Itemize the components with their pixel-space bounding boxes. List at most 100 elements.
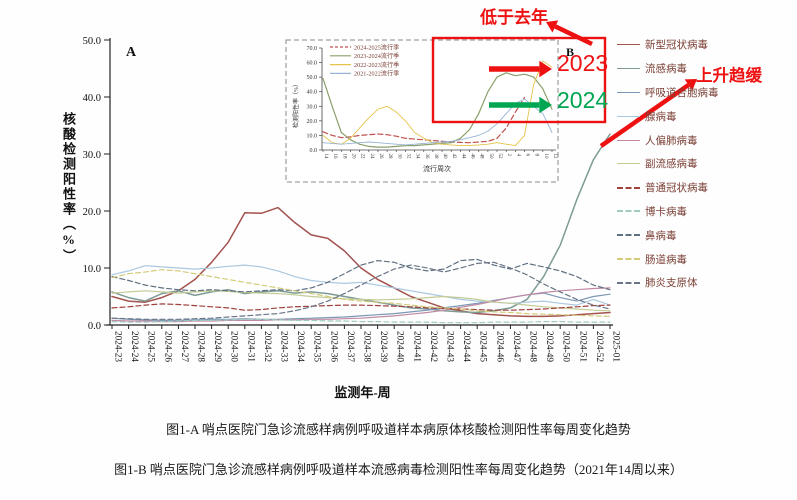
- main-y-tick-label: 0.0: [88, 321, 101, 332]
- series-line-9: [111, 269, 611, 317]
- inset-y-tick-label: 10.0: [307, 133, 318, 139]
- main-x-tick-label: 2024-51: [577, 331, 587, 362]
- legend-item: 博卡病毒: [617, 200, 795, 224]
- legend-label: 副流感病毒: [645, 159, 698, 171]
- series-line-10: [111, 261, 611, 320]
- inset-legend-label: 2021-2022流行季: [354, 70, 399, 78]
- main-x-tick-label: 2024-29: [212, 331, 222, 362]
- series-line-0: [322, 96, 526, 144]
- main-x-tick-label: 2024-34: [295, 331, 305, 362]
- legend-item: 腺病毒: [617, 104, 795, 128]
- inset-y-tick-label: 40.0: [307, 90, 318, 96]
- legend-swatch: [617, 258, 640, 261]
- inset-x-tick-label: 8: [534, 154, 539, 157]
- main-x-tick-label: 2024-25: [146, 331, 156, 362]
- main-x-tick-label: 2024-31: [245, 331, 255, 362]
- legend-item: 副流感病毒: [617, 152, 795, 176]
- main-y-tick-label: 40.0: [83, 93, 101, 104]
- legend-label: 肺炎支原体: [645, 278, 698, 290]
- legend-label: 博卡病毒: [645, 206, 687, 218]
- main-x-tick-label: 2024-32: [262, 331, 272, 362]
- arrow-rise-slowing-icon: [599, 83, 690, 148]
- series-line-8: [111, 258, 611, 293]
- main-x-tick-label: 2024-50: [561, 331, 571, 362]
- main-x-tick-label: 2024-24: [129, 331, 139, 362]
- legend-label: 人偏肺病毒: [645, 135, 698, 147]
- annotation-2024: 2024: [557, 87, 609, 113]
- inset-y-tick-label: 50.0: [307, 75, 318, 81]
- legend-item: 人偏肺病毒: [617, 128, 795, 152]
- inset-x-tick-label: 48: [479, 154, 484, 160]
- inset-x-tick-label: 14: [323, 154, 328, 160]
- legend-label: 腺病毒: [645, 111, 677, 123]
- legend-swatch: [617, 186, 640, 189]
- legend-swatch: [617, 281, 640, 284]
- legend-item: 新型冠状病毒: [617, 33, 795, 57]
- highlight-rectangle: [431, 36, 607, 124]
- legend-swatch: [617, 68, 640, 70]
- inset-x-tick-label: 46: [470, 154, 475, 160]
- inset-x-tick-label: 20: [350, 154, 355, 160]
- legend-item: 流感病毒: [617, 57, 795, 81]
- inset-x-tick-label: 10: [543, 154, 548, 160]
- inset-x-tick-label: 36: [424, 154, 429, 160]
- main-y-tick-label: 50.0: [83, 36, 101, 47]
- inset-legend-label: 2023-2024流行季: [354, 52, 399, 60]
- main-x-tick-label: 2024-35: [312, 331, 322, 362]
- main-x-tick-label: 2024-42: [428, 331, 438, 362]
- legend-label: 新型冠状病毒: [645, 40, 708, 52]
- main-x-tick-label: 2024-46: [494, 331, 504, 362]
- inset-x-tick-label: 18: [341, 154, 346, 160]
- legend-swatch: [617, 210, 640, 213]
- main-x-axis-title: 监测年-周: [334, 385, 391, 400]
- main-x-tick-label: 2024-26: [162, 331, 172, 362]
- main-x-tick-label: 2024-27: [179, 331, 189, 362]
- legend-label: 肠道病毒: [645, 254, 687, 266]
- main-x-tick-label: 2024-38: [362, 331, 372, 362]
- main-x-tick-label: 2024-36: [328, 331, 338, 362]
- inset-x-tick-label: 4: [515, 154, 520, 157]
- panel-b-label: B: [566, 45, 575, 59]
- main-x-tick-label: 2024-37: [345, 331, 355, 362]
- inset-y-tick-label: 70.0: [307, 46, 318, 52]
- legend-item: 肺炎支原体: [617, 271, 795, 295]
- main-x-tick-label: 2024-49: [544, 331, 554, 362]
- annotation-below-last-year: 低于去年: [480, 8, 548, 27]
- inset-x-tick-label: 50: [488, 154, 493, 160]
- legend-label: 鼻病毒: [645, 230, 677, 242]
- main-x-tick-label: 2024-47: [511, 331, 521, 362]
- main-x-tick-label: 2024-44: [461, 331, 471, 362]
- legend-swatch: [617, 234, 640, 237]
- inset-x-tick-label: 24: [369, 154, 374, 160]
- inset-x-tick-label: 28: [387, 154, 392, 160]
- main-x-tick-label: 2024-41: [411, 331, 421, 362]
- inset-x-tick-label: 32: [405, 154, 410, 160]
- annotation-rise-slowing: 上升趋缓: [696, 67, 762, 85]
- main-x-tick-label: 2024-45: [478, 331, 488, 362]
- legend-swatch: [617, 115, 640, 117]
- inset-x-tick-label: 42: [451, 154, 456, 160]
- legend-swatch: [617, 139, 640, 141]
- inset-border: [285, 39, 559, 183]
- annotation-2023: 2023: [557, 50, 609, 76]
- inset-y-axis-label: 检测阳性率（%）: [292, 81, 300, 128]
- legend-swatch: [617, 44, 640, 46]
- inset-x-axis-title: 流行周次: [423, 164, 451, 173]
- main-x-tick-label: 2024-40: [395, 331, 405, 362]
- main-x-tick-label: 2024-28: [196, 331, 206, 362]
- inset-legend-label: 2022-2023流行季: [354, 61, 399, 69]
- series-line-3: [111, 264, 611, 306]
- main-x-tick-label: 2024-30: [229, 331, 239, 362]
- inset-x-tick-label: 30: [396, 154, 401, 160]
- inset-x-tick-label: 44: [460, 154, 465, 160]
- legend-label: 呼吸道合胞病毒: [645, 87, 719, 99]
- legend-label: 普通冠状病毒: [645, 183, 708, 195]
- arrow-below-last-year-icon: [554, 24, 593, 47]
- legend-label: 流感病毒: [645, 64, 687, 76]
- main-y-axis-label: 核酸检测阳性率（%）: [61, 112, 76, 264]
- inset-x-tick-label: 40: [442, 154, 447, 160]
- series-line-5: [111, 290, 611, 312]
- legend-item: 肠道病毒: [617, 247, 795, 271]
